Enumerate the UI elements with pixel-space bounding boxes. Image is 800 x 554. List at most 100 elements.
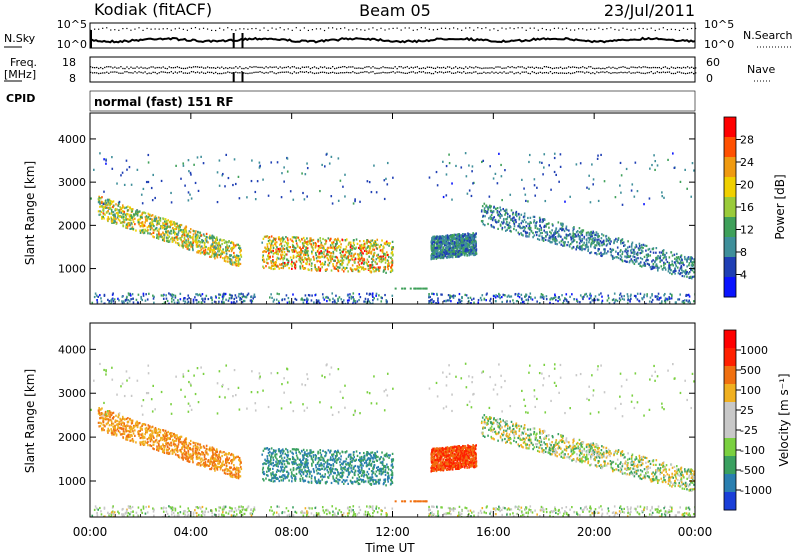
power-cell [338,266,341,269]
power-cell [460,247,462,250]
power-cell [204,298,206,301]
power-cell [387,265,390,268]
power-cell [128,224,131,227]
power-cell [343,248,346,251]
power-cell [125,226,127,229]
velocity-cell [237,470,240,473]
velocity-cell [127,433,130,436]
power-cell [362,266,365,269]
power-cell [693,258,695,261]
power-cell [204,250,207,253]
power-cell [157,216,160,219]
power-cell [466,192,469,195]
power-cell [321,252,323,255]
power-cell [328,255,331,258]
power-cell [132,227,135,231]
power-cell [495,221,498,224]
power-cell [145,215,148,218]
power-cell [273,261,275,265]
power-cell [143,231,146,234]
power-cell [454,241,456,244]
power-cell [234,258,237,262]
velocity-cell [126,436,129,439]
power-cell [525,199,527,203]
power-cell [652,266,655,269]
power-cell [454,294,456,298]
power-cell [573,232,576,236]
power-cell [160,179,163,183]
power-cell [303,198,306,201]
power-cell [679,267,682,270]
power-cell [236,243,238,246]
power-cell [643,295,645,298]
power-cell [198,236,201,240]
power-cell [170,238,172,241]
power-cell [237,175,240,178]
power-cell [279,243,281,246]
power-cell [656,269,659,272]
power-cell [512,302,515,304]
power-cell [594,299,596,302]
power-cell [328,261,331,265]
power-cell [648,247,651,251]
power-cell [623,294,625,298]
power-cell [489,215,492,218]
power-cell [367,267,370,271]
power-cell [331,202,334,205]
power-cell [213,249,216,252]
power-cell [128,165,131,169]
power-cell [265,247,267,251]
power-cell [626,253,629,256]
power-cell [445,164,448,168]
power-cell [580,240,583,243]
power-cell [368,293,371,296]
power-cell [434,250,437,254]
power-cell [227,241,230,244]
power-cell [281,263,283,266]
power-cell [189,228,192,231]
velocity-cell [238,458,240,462]
power-cell [176,222,178,225]
velocity-cell [222,460,224,463]
power-cell [161,227,164,230]
power-cell [282,265,285,268]
power-cell [619,258,622,261]
velocity-cell [121,427,123,431]
power-cell [642,243,645,246]
power-cell [431,252,433,256]
power-cell [490,209,493,213]
power-cell [131,208,134,211]
power-cell [634,260,637,263]
power-cell [203,243,206,247]
power-cell [378,267,381,270]
power-cell [589,237,591,240]
power-cell [649,296,652,299]
power-cell [692,261,695,264]
power-cell [525,224,528,228]
power-cell [575,231,578,234]
power-cell [389,242,391,245]
power-cell [322,246,324,250]
power-cell [116,182,118,185]
power-cell [485,211,487,214]
power-cell [225,255,228,258]
power-cell [261,259,264,262]
power-cell [644,263,646,266]
power-cell [523,218,526,221]
power-cell [348,252,351,256]
power-cell [656,164,659,167]
power-cell [293,262,296,265]
power-cell [689,258,691,261]
power-cell [454,253,457,256]
power-cell [141,221,144,224]
power-cell [438,252,440,255]
power-cell [372,295,374,298]
power-cell [459,246,462,249]
power-cell [157,220,159,223]
velocity-cell [135,441,137,444]
power-cell [558,229,560,232]
power-cell [460,252,463,255]
power-cell [330,260,332,263]
power-cell [259,164,261,167]
power-cell [225,260,227,263]
